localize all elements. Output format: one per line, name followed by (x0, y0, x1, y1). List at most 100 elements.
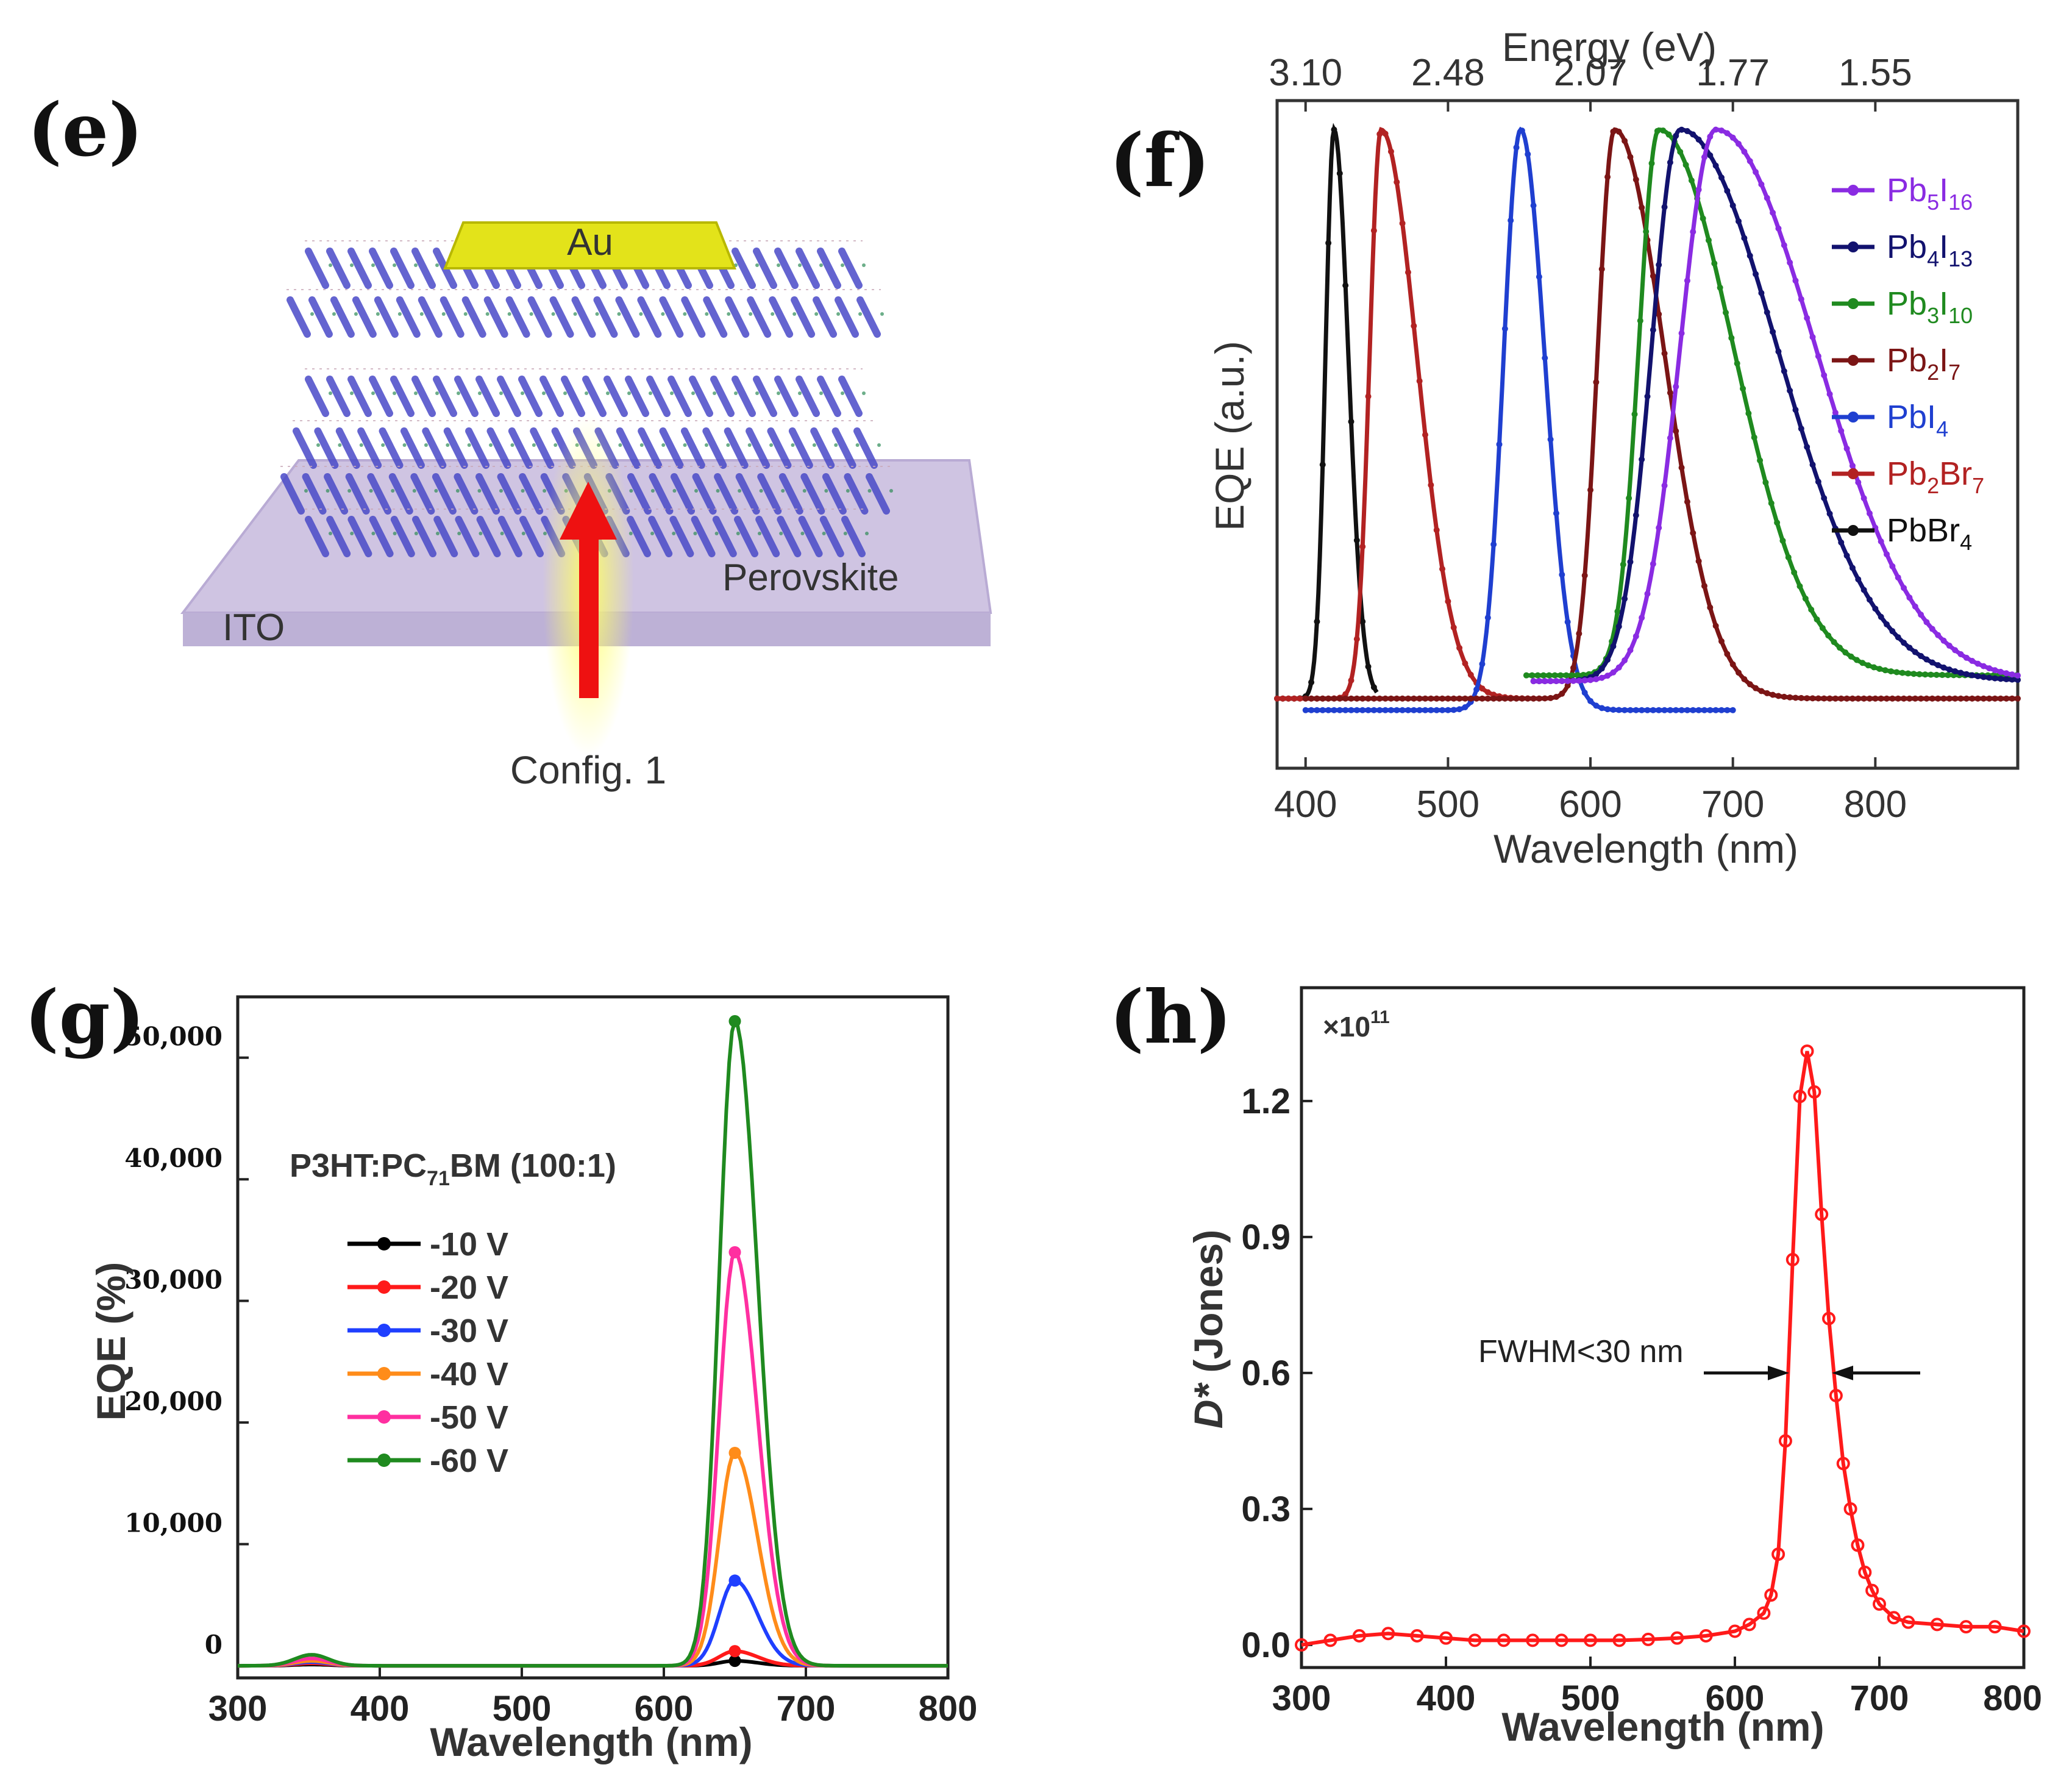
lattice-octahedron (440, 296, 465, 338)
lattice-atom (521, 532, 525, 535)
g-legend-label: -40 V (430, 1356, 508, 1393)
h-data-point (1800, 1044, 1814, 1058)
f-point-Pb2I7 (1342, 695, 1349, 702)
g-peak-marker (728, 1446, 741, 1459)
f-point-Pb5I16 (1724, 130, 1731, 137)
f-legend-label: Pb3I10 (1887, 285, 1973, 328)
f-point-Pb4I13 (1918, 652, 1924, 659)
h-data-point (1901, 1615, 1915, 1629)
f-point-Pb4I13 (1940, 664, 1947, 671)
f-point-Pb2I7 (1826, 695, 1833, 702)
g-x-tick-label: 800 (919, 1689, 978, 1728)
f-point-Pb5I16 (1889, 563, 1896, 569)
f-point-Pb5I16 (1952, 647, 1959, 654)
f-point-Pb2I7 (1399, 695, 1406, 702)
f-point-Pb2Br7 (1382, 130, 1389, 137)
f-point-Pb2Br7 (1484, 689, 1491, 696)
f-point-Pb3I10 (1637, 318, 1643, 324)
lattice-octahedron (680, 427, 705, 469)
f-point-Pb4I13 (1650, 327, 1656, 334)
config-caption: Config. 1 (510, 748, 666, 792)
f-point-PbBr4 (1319, 462, 1326, 468)
f-point-Pb4I13 (1770, 329, 1776, 335)
f-point-Pb5I16 (1707, 134, 1714, 140)
f-point-Pb2I7 (1912, 695, 1918, 702)
lattice-atom (489, 443, 493, 447)
lattice-octahedron (369, 516, 394, 557)
lattice-octahedron (798, 516, 823, 557)
f-point-Pb2I7 (1815, 695, 1821, 702)
f-point-Pb2I7 (1838, 695, 1845, 702)
f-point-Pb2I7 (1929, 695, 1935, 702)
lattice-atom (734, 391, 738, 395)
f-point-Pb2I7 (1450, 695, 1457, 702)
f-point-PbI4 (1359, 707, 1366, 713)
f-point-Pb2I7 (1935, 695, 1942, 702)
f-point-Pb4I13 (1884, 621, 1890, 628)
f-point-PbBr4 (1370, 684, 1377, 691)
f-point-Pb5I16 (1678, 330, 1685, 337)
f-point-Pb2I7 (1302, 695, 1309, 702)
h-data-point (1757, 1606, 1771, 1620)
lattice-octahedron (305, 376, 329, 417)
f-point-Pb2Br7 (1365, 393, 1372, 400)
f-point-PbI4 (1525, 151, 1531, 157)
f-point-Pb4I13 (1838, 539, 1845, 546)
f-point-Pb4I13 (1849, 565, 1856, 571)
lattice-atom (338, 443, 342, 447)
f-point-Pb3I10 (1768, 500, 1775, 507)
lattice-octahedron (668, 376, 692, 417)
lattice-atom (551, 312, 555, 316)
lattice-octahedron (774, 376, 799, 417)
f-point-Pb5I16 (1792, 277, 1799, 284)
f-point-Pb4I13 (1872, 605, 1879, 612)
g-legend-marker (377, 1324, 391, 1337)
g-peak-marker (728, 1655, 741, 1668)
h-data-point (1851, 1538, 1865, 1552)
f-point-Pb3I10 (1836, 644, 1843, 651)
g-x-tick-label: 700 (777, 1689, 836, 1728)
f-point-Pb5I16 (1986, 665, 1993, 672)
f-point-Pb3I10 (1882, 667, 1889, 674)
lattice-atom (867, 489, 872, 493)
lattice-octahedron (411, 376, 436, 417)
lattice-atom (736, 532, 740, 535)
f-point-PbI4 (1370, 707, 1377, 713)
perovskite-label: Perovskite (722, 557, 899, 599)
f-point-Pb3I10 (1796, 583, 1803, 590)
lattice-octahedron (369, 376, 393, 417)
f-point-Pb5I16 (1781, 242, 1787, 249)
lattice-octahedron (746, 427, 771, 469)
f-point-PbI4 (1501, 326, 1508, 332)
f-point-Pb2I7 (1701, 583, 1707, 590)
f-point-PbI4 (1701, 707, 1707, 713)
f-point-Pb4I13 (1661, 204, 1668, 210)
f-point-Pb3I10 (1779, 537, 1786, 544)
lattice-octahedron (796, 376, 820, 417)
lattice-octahedron (519, 473, 544, 515)
lattice-atom (726, 443, 730, 447)
f-point-Pb3I10 (1893, 669, 1900, 676)
f-point-PbBr4 (1342, 282, 1349, 289)
f-point-Pb3I10 (1871, 664, 1878, 671)
f-point-Pb2I7 (1496, 695, 1503, 702)
f-point-PbI4 (1382, 707, 1389, 713)
lattice-octahedron (561, 376, 585, 417)
lattice-atom (834, 443, 838, 447)
lattice-octahedron (388, 473, 413, 515)
lattice-atom (436, 532, 440, 535)
lattice-octahedron (390, 516, 415, 557)
h-y-tick-label: 0.0 (1241, 1625, 1291, 1665)
lattice-atom (554, 443, 558, 447)
f-point-PbI4 (1302, 707, 1309, 713)
f-point-Pb5I16 (1775, 225, 1782, 232)
lattice-octahedron (497, 473, 522, 515)
f-point-Pb3I10 (1802, 595, 1809, 602)
f-point-PbI4 (1445, 707, 1451, 713)
f-point-PbI4 (1553, 510, 1559, 516)
f-point-Pb2I7 (1325, 695, 1332, 702)
f-point-Pb4I13 (1598, 665, 1605, 672)
lattice-atom (457, 391, 460, 395)
lattice-atom (350, 263, 354, 267)
f-point-PbI4 (1650, 707, 1656, 713)
